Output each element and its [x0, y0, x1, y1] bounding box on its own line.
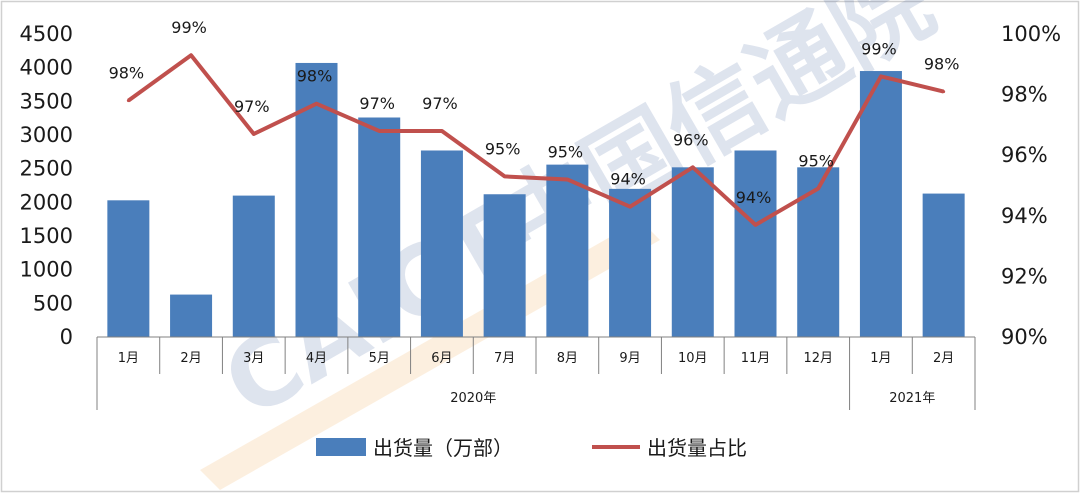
share-point-4: [315, 102, 318, 106]
right-axis-tick-label: 90%: [1001, 325, 1048, 349]
right-axis-tick-label: 94%: [1001, 204, 1048, 228]
left-axis-tick-label: 2000: [20, 190, 73, 214]
year-label: 2020年: [450, 391, 496, 406]
category-axis: 1月 2月 3月 4月 5月 6月 7月 8月 9月 10月 11月 12月 1月 2月 2020年 2021…: [96, 336, 976, 410]
month-label: 1月: [118, 351, 139, 366]
left-axis-tick-label: 0: [60, 325, 73, 349]
right-axis-tick-label: 100%: [1001, 22, 1061, 46]
share-label: 95%: [485, 139, 521, 158]
bar-10: [671, 167, 714, 337]
share-point-8: [565, 177, 569, 181]
bar-5: [358, 117, 401, 337]
share-label: 96%: [673, 130, 709, 149]
month-label: 3月: [243, 351, 264, 366]
bar-9: [609, 188, 652, 337]
month-label: 12月: [803, 351, 833, 366]
month-label: 2月: [933, 351, 954, 366]
legend-bar-label: 出货量（万部）: [373, 436, 513, 460]
share-label: 97%: [359, 94, 395, 113]
month-label: 8月: [557, 351, 578, 366]
share-label: 98%: [109, 64, 145, 83]
month-label: 9月: [619, 351, 640, 366]
share-point-1: [126, 99, 130, 103]
month-label: 6月: [431, 351, 452, 366]
legend: 出货量（万部） 出货量占比: [316, 436, 747, 460]
share-point-10: [691, 165, 695, 169]
line-series: [126, 53, 946, 227]
legend-line-label: 出货量占比: [647, 436, 747, 460]
left-axis: 0 500 1000 1500 2000 2500 3000 3500 4000 4500: [20, 22, 73, 349]
bar-11: [734, 150, 777, 337]
share-point-11: [754, 223, 757, 227]
left-axis-tick-label: 1000: [20, 258, 73, 282]
share-point-9: [628, 205, 632, 209]
bar-2: [170, 294, 213, 337]
legend-bar-swatch: [316, 438, 366, 456]
left-axis-tick-label: 4000: [20, 56, 73, 80]
bar-7: [483, 194, 526, 337]
left-axis-tick-label: 1500: [20, 224, 73, 248]
share-label: 97%: [422, 94, 458, 113]
month-label: 5月: [369, 351, 390, 366]
share-point-13: [879, 74, 883, 78]
line-data-labels: 98% 99% 97% 98% 97% 97% 95% 95% 94% 96% 94% 95% 99% 9…: [109, 18, 960, 207]
year-label: 2021年: [889, 391, 935, 406]
month-label: 10月: [678, 351, 708, 366]
right-axis-tick-label: 96%: [1001, 143, 1048, 167]
share-label: 94%: [610, 170, 646, 189]
month-label: 1月: [870, 351, 891, 366]
share-point-6: [440, 129, 444, 133]
share-label: 95%: [798, 152, 834, 171]
bar-8: [546, 164, 589, 337]
share-point-12: [816, 187, 820, 191]
right-axis-tick-label: 92%: [1001, 264, 1048, 288]
month-label: 7月: [494, 351, 515, 366]
bar-6: [420, 150, 463, 337]
left-axis-tick-label: 3000: [20, 123, 73, 147]
share-point-2: [189, 53, 193, 57]
share-label: 98%: [924, 55, 960, 74]
share-label: 99%: [861, 39, 897, 58]
share-label: 97%: [234, 97, 270, 116]
bar-1: [107, 200, 150, 337]
right-axis: 90% 92% 94% 96% 98% 100%: [1001, 22, 1061, 349]
share-point-3: [252, 132, 256, 136]
month-label: 2月: [180, 351, 201, 366]
left-axis-tick-label: 500: [33, 291, 73, 315]
bar-12: [797, 167, 840, 337]
right-axis-tick-label: 98%: [1001, 83, 1048, 107]
share-label: 95%: [548, 142, 584, 161]
left-axis-tick-label: 4500: [20, 22, 73, 46]
month-label: 4月: [306, 351, 327, 366]
share-point-14: [942, 90, 946, 94]
share-line: [127, 53, 945, 227]
share-label: 98%: [297, 67, 333, 86]
left-axis-tick-label: 3500: [20, 89, 73, 113]
share-point-7: [503, 174, 507, 178]
share-label: 94%: [736, 188, 772, 207]
month-label: 11月: [741, 351, 771, 366]
bar-14: [922, 193, 965, 337]
bar-13: [859, 71, 902, 338]
share-point-5: [377, 129, 381, 133]
bar-3: [232, 195, 275, 337]
bar-series: [107, 62, 965, 338]
left-axis-tick-label: 2500: [20, 157, 73, 181]
share-label: 99%: [171, 18, 207, 37]
